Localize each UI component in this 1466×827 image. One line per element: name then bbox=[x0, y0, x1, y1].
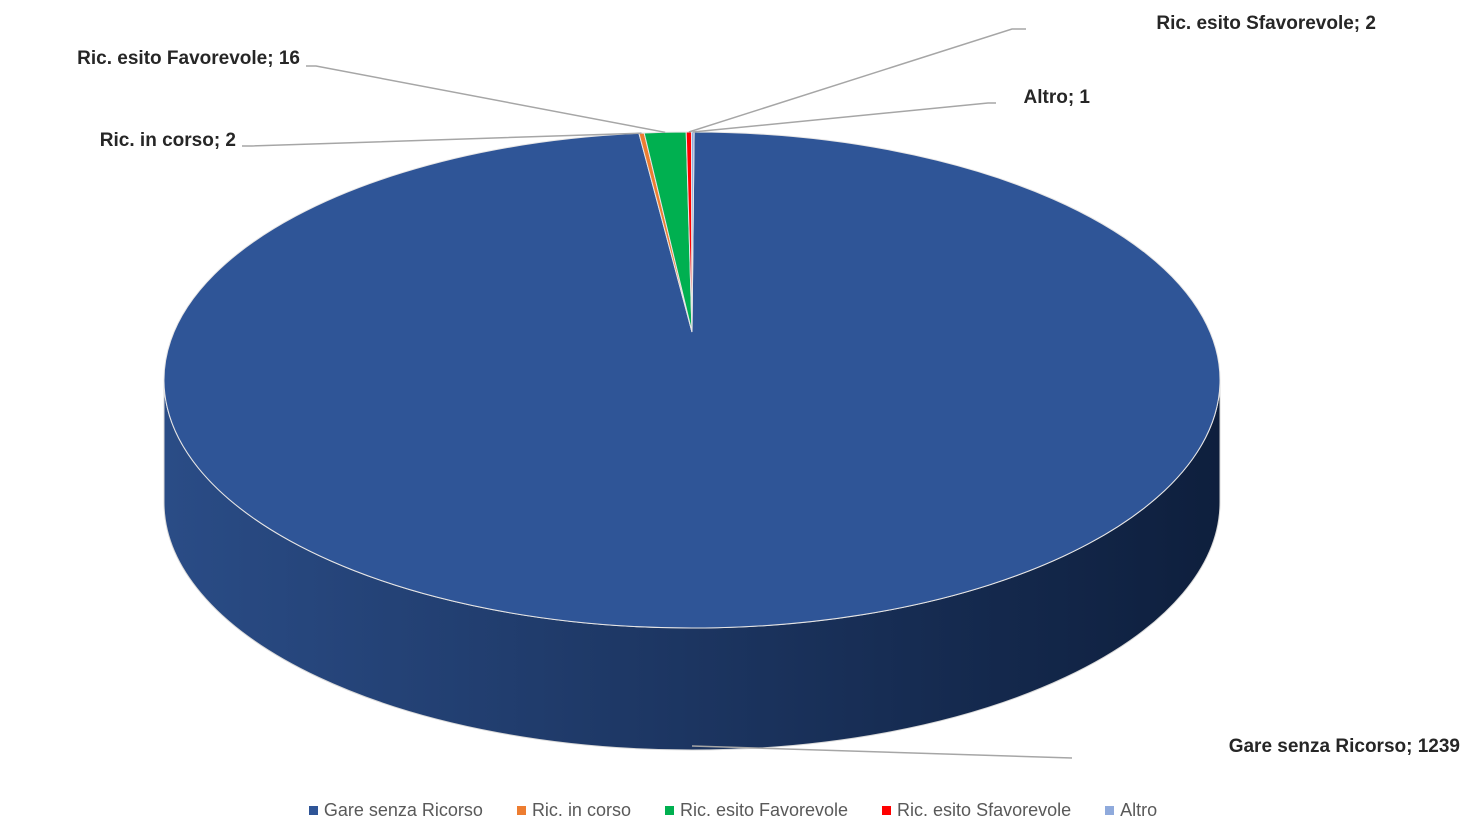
chart-legend: Gare senza Ricorso Ric. in corso Ric. es… bbox=[0, 800, 1466, 821]
legend-label: Gare senza Ricorso bbox=[323, 800, 483, 820]
legend-label: Altro bbox=[1120, 800, 1158, 820]
legend-item-gare-senza-ricorso[interactable]: Gare senza Ricorso bbox=[308, 800, 483, 821]
legend-swatch bbox=[516, 806, 526, 815]
legend-label: Ric. esito Favorevole bbox=[679, 800, 849, 820]
leader-line bbox=[242, 132, 642, 147]
legend-swatch bbox=[882, 806, 892, 815]
data-label: Ric. esito Favorevole; 16 bbox=[77, 48, 300, 69]
legend-swatch bbox=[308, 806, 318, 815]
legend-label: Ric. in corso bbox=[531, 800, 631, 820]
legend-item-altro[interactable]: Altro bbox=[1105, 800, 1157, 821]
legend-label: Ric. esito Sfavorevole bbox=[897, 800, 1072, 820]
legend-item-ric-esito-sfavorevole[interactable]: Ric. esito Sfavorevole bbox=[882, 800, 1071, 821]
leader-line bbox=[688, 28, 1026, 133]
data-label: Ric. esito Sfavorevole; 2 bbox=[1156, 13, 1376, 34]
legend-swatch bbox=[1105, 806, 1115, 815]
data-label: Altro; 1 bbox=[1024, 87, 1091, 108]
data-label: Ric. in corso; 2 bbox=[100, 130, 236, 151]
legend-item-ric-esito-favorevole[interactable]: Ric. esito Favorevole bbox=[664, 800, 849, 821]
leader-line bbox=[691, 745, 1073, 759]
pie-slice-gare-senza-ricorso[interactable] bbox=[163, 131, 1221, 629]
data-label: Gare senza Ricorso; 1239 bbox=[1229, 736, 1460, 757]
leader-line bbox=[306, 65, 666, 134]
leader-line bbox=[692, 102, 996, 133]
legend-item-ric-in-corso[interactable]: Ric. in corso bbox=[516, 800, 631, 821]
legend-swatch bbox=[664, 806, 674, 815]
